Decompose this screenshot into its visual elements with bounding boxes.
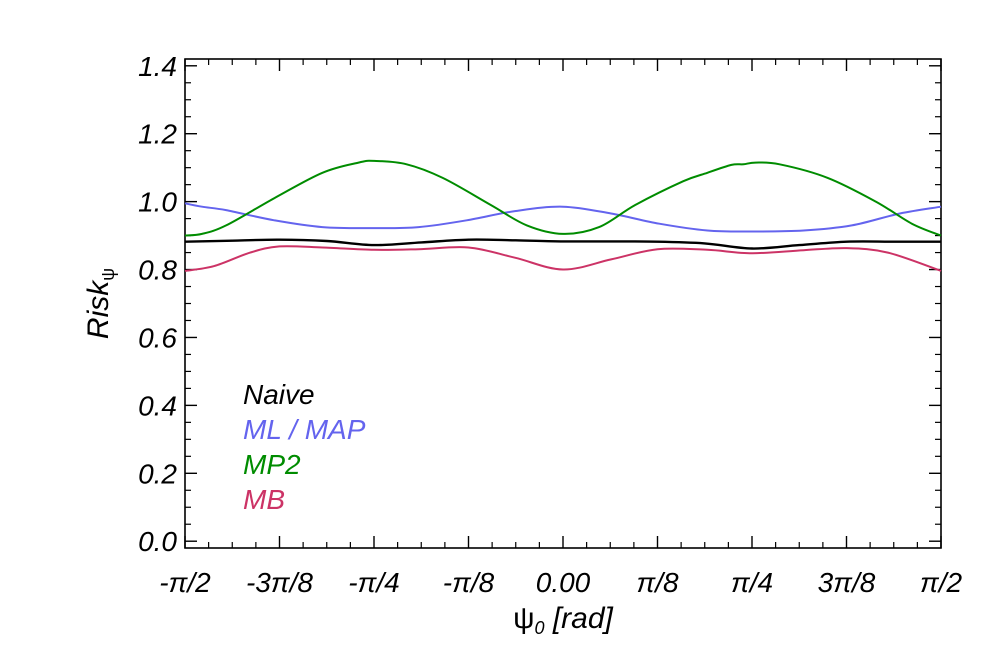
series-line-naive — [184, 238, 941, 250]
x-axis-subscript: 0 — [535, 618, 545, 638]
legend: Naive ML / MAP MP2 MB — [243, 379, 366, 515]
series-line-mb — [184, 245, 942, 272]
x-tick-label: -π/2 — [159, 567, 211, 598]
series-line-mp2 — [184, 159, 942, 237]
y-axis-subscript: ψ — [98, 268, 118, 281]
legend-label-ml-map: ML / MAP — [243, 414, 366, 445]
y-tick-label: 0.4 — [138, 390, 177, 421]
tick-marks — [184, 59, 942, 548]
x-axis-symbol: ψ — [513, 602, 534, 635]
x-axis-label: ψ0 [rad] — [513, 602, 613, 638]
y-tick-label: 0.0 — [138, 526, 177, 557]
x-tick-label: -3π/8 — [246, 567, 313, 598]
y-tick-label: 0.8 — [138, 255, 177, 286]
series-line-ml-map — [184, 202, 942, 233]
x-tick-label: π/8 — [636, 567, 679, 598]
tick-labels: -π/2 -3π/8 -π/4 -π/8 0.00 π/8 π/4 3π/8 π/2 0.0 0.2… — [138, 51, 962, 598]
y-tick-label: 1.0 — [138, 187, 177, 218]
legend-label-mp2: MP2 — [243, 449, 301, 480]
y-tick-label: 0.2 — [138, 458, 177, 489]
y-tick-label: 0.6 — [138, 322, 177, 353]
legend-label-mb: MB — [243, 484, 285, 515]
y-tick-label: 1.2 — [138, 119, 177, 150]
series-lines — [184, 159, 942, 272]
y-axis-label: Riskψ — [82, 268, 118, 339]
legend-label-naive: Naive — [243, 379, 315, 410]
y-axis-main: Risk — [82, 279, 115, 339]
x-tick-label: π/2 — [920, 567, 963, 598]
x-tick-label: π/4 — [731, 567, 773, 598]
x-tick-label: 0.00 — [536, 567, 591, 598]
x-axis-unit: [rad] — [545, 602, 614, 635]
x-tick-label: -π/8 — [443, 567, 495, 598]
x-tick-label: 3π/8 — [818, 567, 876, 598]
x-tick-label: -π/4 — [348, 567, 399, 598]
y-tick-label: 1.4 — [138, 51, 177, 82]
